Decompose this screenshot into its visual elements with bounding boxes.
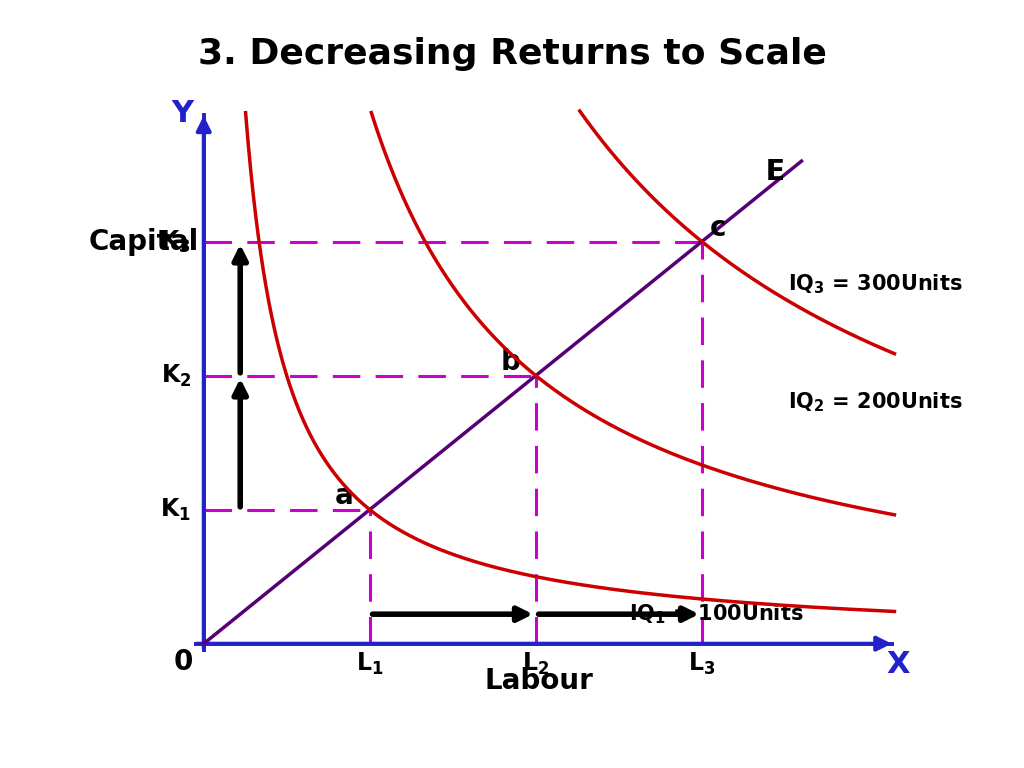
Text: Labour: Labour	[484, 667, 593, 695]
Text: Y: Y	[171, 99, 194, 128]
Text: $\mathbf{K_1}$: $\mathbf{K_1}$	[161, 497, 191, 523]
Text: c: c	[711, 214, 727, 242]
Text: $\mathbf{IQ_2}$ = 200Units: $\mathbf{IQ_2}$ = 200Units	[788, 391, 963, 414]
Text: 0: 0	[174, 648, 194, 677]
Text: $\mathbf{IQ_3}$ = 300Units: $\mathbf{IQ_3}$ = 300Units	[788, 273, 963, 296]
Text: E: E	[766, 158, 784, 186]
Text: X: X	[886, 650, 909, 679]
Text: b: b	[501, 348, 520, 376]
Text: a: a	[335, 482, 354, 510]
Text: $\mathbf{L_1}$: $\mathbf{L_1}$	[356, 651, 384, 677]
Text: $\mathbf{L_3}$: $\mathbf{L_3}$	[688, 651, 716, 677]
Text: $\mathbf{K_2}$: $\mathbf{K_2}$	[161, 362, 191, 389]
Text: Capital: Capital	[89, 227, 199, 256]
Text: $\mathbf{IQ_1}$ = 100Units: $\mathbf{IQ_1}$ = 100Units	[629, 602, 804, 626]
Text: $\mathbf{L_2}$: $\mathbf{L_2}$	[522, 651, 550, 677]
Text: E: E	[766, 158, 784, 186]
Text: 3. Decreasing Returns to Scale: 3. Decreasing Returns to Scale	[198, 37, 826, 71]
Text: $\mathbf{K_3}$: $\mathbf{K_3}$	[161, 228, 191, 255]
